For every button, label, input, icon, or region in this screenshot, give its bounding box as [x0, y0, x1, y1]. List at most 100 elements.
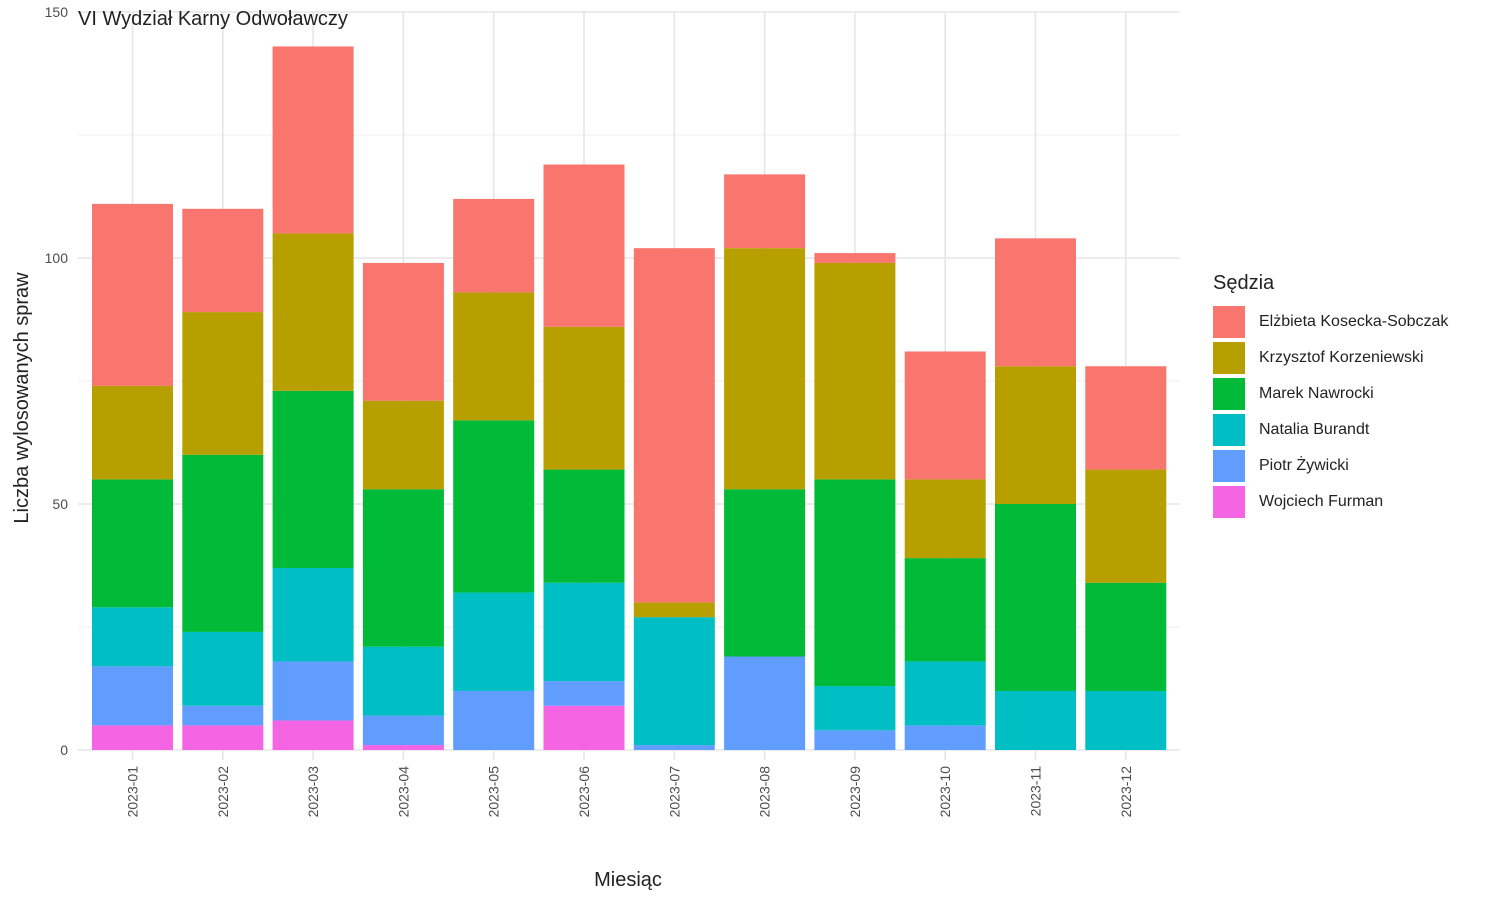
bar-segment [1085, 690, 1167, 750]
bar-segment [543, 705, 625, 750]
legend-item: Wojciech Furman [1213, 484, 1448, 520]
x-tick-label: 2023-05 [486, 766, 502, 818]
bar-segment [362, 400, 444, 490]
bar-segment [92, 607, 173, 667]
bar-segment [995, 504, 1076, 691]
legend-swatch [1213, 306, 1245, 338]
bar-segment [904, 351, 986, 480]
x-tick-label: 2023-09 [847, 766, 863, 818]
bar-segment [92, 725, 173, 750]
bar-segment [1085, 469, 1167, 583]
bar-segment [904, 725, 986, 750]
x-tick-label: 2023-03 [305, 766, 321, 818]
bar-segment [453, 292, 535, 421]
bar-segment [724, 248, 806, 490]
bar-segment [182, 208, 264, 313]
bar-segment [814, 686, 896, 731]
y-tick-label: 100 [45, 250, 69, 266]
chart-title: VI Wydział Karny Odwoławczy [78, 8, 348, 30]
bar-segment [543, 326, 625, 470]
x-tick-label: 2023-11 [1028, 766, 1044, 817]
bar-segment [92, 479, 173, 608]
bar-segment [543, 469, 625, 583]
bar-segment [724, 656, 806, 750]
y-tick-label: 150 [45, 4, 69, 20]
bar-segment [904, 558, 986, 662]
bar-segment [633, 248, 715, 603]
legend-swatch [1213, 414, 1245, 446]
bar-segment [182, 454, 264, 632]
legend-item: Elżbieta Kosecka-Sobczak [1213, 304, 1448, 340]
legend-item: Natalia Burandt [1213, 412, 1448, 448]
bar-segment [362, 489, 444, 647]
legend-label: Natalia Burandt [1259, 421, 1370, 438]
bar-segment [995, 366, 1076, 504]
x-tick-label: 2023-01 [125, 766, 141, 818]
bar-segment [453, 198, 535, 293]
x-axis-title: Miesiąc [594, 869, 662, 891]
bar-segment [362, 646, 444, 716]
bar-segment [543, 681, 625, 706]
legend-swatch [1213, 450, 1245, 482]
bar-segment [182, 705, 264, 726]
y-tick-label: 50 [52, 496, 68, 512]
bar-segment [453, 592, 535, 691]
legend-label: Marek Nawrocki [1259, 385, 1374, 402]
legend-title: Sędzia [1213, 272, 1275, 294]
bar-segment [272, 720, 354, 750]
legend-item: Marek Nawrocki [1213, 376, 1448, 412]
x-tick-label: 2023-06 [576, 766, 592, 818]
bar-segment [272, 567, 354, 662]
bar-segment [453, 420, 535, 593]
bar-segment [814, 253, 896, 263]
bar-segment [182, 312, 264, 455]
x-tick-label: 2023-04 [395, 766, 411, 818]
bar-segment [543, 582, 625, 682]
bar-segment [92, 666, 173, 726]
bar-segment [182, 631, 264, 706]
y-tick-label: 0 [60, 742, 68, 758]
bar-segment [1085, 366, 1167, 470]
bar-segment [633, 602, 715, 618]
bar-segment [1085, 582, 1167, 691]
bar-segment [272, 390, 354, 568]
bar-segment [182, 725, 264, 750]
x-tick-label: 2023-12 [1118, 766, 1134, 818]
bar-segment [995, 238, 1076, 367]
bar-segment [272, 46, 354, 234]
bar-segment [633, 745, 715, 750]
legend-swatch [1213, 378, 1245, 410]
bar-segment [995, 690, 1076, 750]
legend-item: Piotr Żywicki [1213, 448, 1448, 484]
legend-item: Krzysztof Korzeniewski [1213, 340, 1448, 376]
bar-segment [362, 715, 444, 746]
bar-segment [92, 385, 173, 480]
y-axis-ticks: 0 50 100 150 [45, 4, 69, 758]
legend-swatch [1213, 342, 1245, 374]
legend-label: Elżbieta Kosecka-Sobczak [1259, 313, 1449, 330]
bar-segment [814, 262, 896, 480]
bar-segment [904, 661, 986, 726]
x-tick-label: 2023-10 [937, 766, 953, 818]
legend-label: Krzysztof Korzeniewski [1259, 349, 1424, 366]
legend-label: Piotr Żywicki [1259, 457, 1349, 474]
bar-segment [543, 164, 625, 327]
legend-swatch [1213, 486, 1245, 518]
bar-segment [724, 489, 806, 657]
y-axis-title: Liczba wylosowanych spraw [11, 272, 33, 524]
bar-segment [272, 661, 354, 721]
bar-segment [633, 617, 715, 746]
legend-label: Wojciech Furman [1259, 493, 1384, 510]
bar-segment [724, 174, 806, 249]
bar-segment [92, 203, 173, 386]
x-tick-label: 2023-02 [215, 766, 231, 818]
x-tick-label: 2023-08 [757, 766, 773, 818]
bar-segment [362, 262, 444, 401]
legend: Sędzia Elżbieta Kosecka-Sobczak Krzysztof… [1213, 272, 1448, 520]
bar-segment [272, 233, 354, 391]
x-tick-label: 2023-07 [666, 766, 682, 818]
bar-segment [814, 479, 896, 687]
bar-segment [362, 745, 444, 750]
bar-segment [453, 690, 535, 750]
